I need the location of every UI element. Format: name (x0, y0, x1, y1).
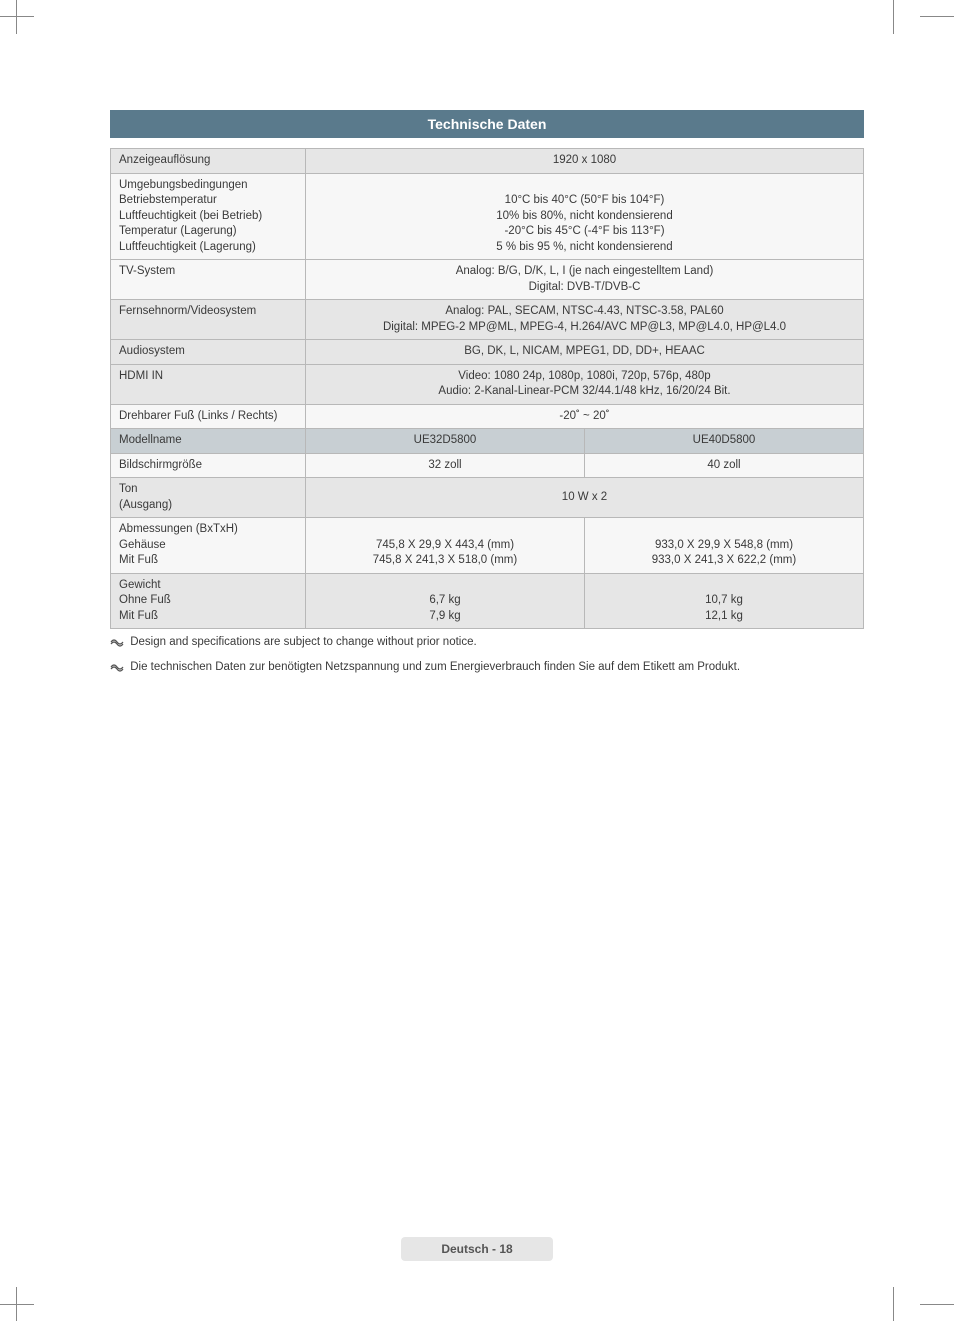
model-b: UE40D5800 (584, 429, 863, 454)
row-label: Gewicht Ohne Fuß Mit Fuß (111, 573, 306, 629)
row-value: Analog: B/G, D/K, L, I (je nach eingeste… (306, 260, 864, 300)
row-value: 745,8 X 29,9 X 443,4 (mm) 745,8 X 241,3 … (306, 518, 585, 574)
value-text: 10% bis 80%, nicht kondensierend (314, 209, 855, 225)
label-text: Temperatur (Lagerung) (119, 224, 297, 240)
row-value: Video: 1080 24p, 1080p, 1080i, 720p, 576… (306, 364, 864, 404)
label-text: (Ausgang) (119, 498, 297, 514)
label-text: Ton (119, 482, 297, 498)
row-label: Fernsehnorm/Videosystem (111, 300, 306, 340)
row-value: -20˚ ~ 20˚ (306, 404, 864, 429)
spec-table: Anzeigeauflösung 1920 x 1080 Umgebungsbe… (110, 148, 864, 629)
value-text: 745,8 X 241,3 X 518,0 (mm) (314, 553, 576, 569)
row-label: Ton (Ausgang) (111, 478, 306, 518)
row-value: 1920 x 1080 (306, 149, 864, 174)
row-label: TV-System (111, 260, 306, 300)
row-value: 6,7 kg 7,9 kg (306, 573, 585, 629)
row-label: Audiosystem (111, 340, 306, 365)
section-title: Technische Daten (110, 110, 864, 138)
row-label: Bildschirmgröße (111, 453, 306, 478)
label-text: Abmessungen (BxTxH) (119, 522, 297, 538)
label-text: Mit Fuß (119, 609, 297, 625)
value-text: Digital: MPEG-2 MP@ML, MPEG-4, H.264/AVC… (314, 320, 855, 336)
value-text: Analog: B/G, D/K, L, I (je nach eingeste… (314, 264, 855, 280)
row-label: Umgebungsbedingungen Betriebstemperatur … (111, 173, 306, 260)
row-value: BG, DK, L, NICAM, MPEG1, DD, DD+, HEAAC (306, 340, 864, 365)
row-label: Drehbarer Fuß (Links / Rechts) (111, 404, 306, 429)
row-value: 10 W x 2 (306, 478, 864, 518)
row-label: Abmessungen (BxTxH) Gehäuse Mit Fuß (111, 518, 306, 574)
label-text: Luftfeuchtigkeit (Lagerung) (119, 240, 297, 256)
page-footer: Deutsch - 18 (0, 1237, 954, 1261)
value-text: 12,1 kg (593, 609, 855, 625)
value-text: 933,0 X 29,9 X 548,8 (mm) (593, 538, 855, 554)
label-text: Luftfeuchtigkeit (bei Betrieb) (119, 209, 297, 225)
row-value: 933,0 X 29,9 X 548,8 (mm) 933,0 X 241,3 … (584, 518, 863, 574)
row-value: 10°C bis 40°C (50°F bis 104°F) 10% bis 8… (306, 173, 864, 260)
value-text: Audio: 2-Kanal-Linear-PCM 32/44.1/48 kHz… (314, 384, 855, 400)
note-line: Die technischen Daten zur benötigten Net… (110, 658, 864, 676)
note-text: Die technischen Daten zur benötigten Net… (130, 661, 740, 673)
label-text: Mit Fuß (119, 553, 297, 569)
value-text: 6,7 kg (314, 593, 576, 609)
row-value: 40 zoll (584, 453, 863, 478)
row-value: Analog: PAL, SECAM, NTSC-4.43, NTSC-3.58… (306, 300, 864, 340)
label-text: Umgebungsbedingungen (119, 178, 297, 194)
row-value: 10,7 kg 12,1 kg (584, 573, 863, 629)
value-text: 5 % bis 95 %, nicht kondensierend (314, 240, 855, 256)
note-text: Design and specifications are subject to… (130, 636, 476, 648)
label-text: Betriebstemperatur (119, 193, 297, 209)
row-label: HDMI IN (111, 364, 306, 404)
note-icon (110, 637, 124, 647)
page-number: Deutsch - 18 (401, 1237, 552, 1261)
value-text: -20°C bis 45°C (-4°F bis 113°F) (314, 224, 855, 240)
value-text: Digital: DVB-T/DVB-C (314, 280, 855, 296)
notes-block: Design and specifications are subject to… (110, 633, 864, 676)
value-text: 10,7 kg (593, 593, 855, 609)
model-a: UE32D5800 (306, 429, 585, 454)
label-text: Gewicht (119, 578, 297, 594)
label-text: Gehäuse (119, 538, 297, 554)
page-content: Technische Daten Anzeigeauflösung 1920 x… (0, 0, 954, 676)
label-text: Ohne Fuß (119, 593, 297, 609)
value-text: 745,8 X 29,9 X 443,4 (mm) (314, 538, 576, 554)
row-label: Modellname (111, 429, 306, 454)
value-text: 933,0 X 241,3 X 622,2 (mm) (593, 553, 855, 569)
row-value: 32 zoll (306, 453, 585, 478)
value-text: 10°C bis 40°C (50°F bis 104°F) (314, 193, 855, 209)
row-label: Anzeigeauflösung (111, 149, 306, 174)
value-text: Analog: PAL, SECAM, NTSC-4.43, NTSC-3.58… (314, 304, 855, 320)
note-line: Design and specifications are subject to… (110, 633, 864, 651)
value-text: 7,9 kg (314, 609, 576, 625)
note-icon (110, 662, 124, 672)
value-text: Video: 1080 24p, 1080p, 1080i, 720p, 576… (314, 369, 855, 385)
